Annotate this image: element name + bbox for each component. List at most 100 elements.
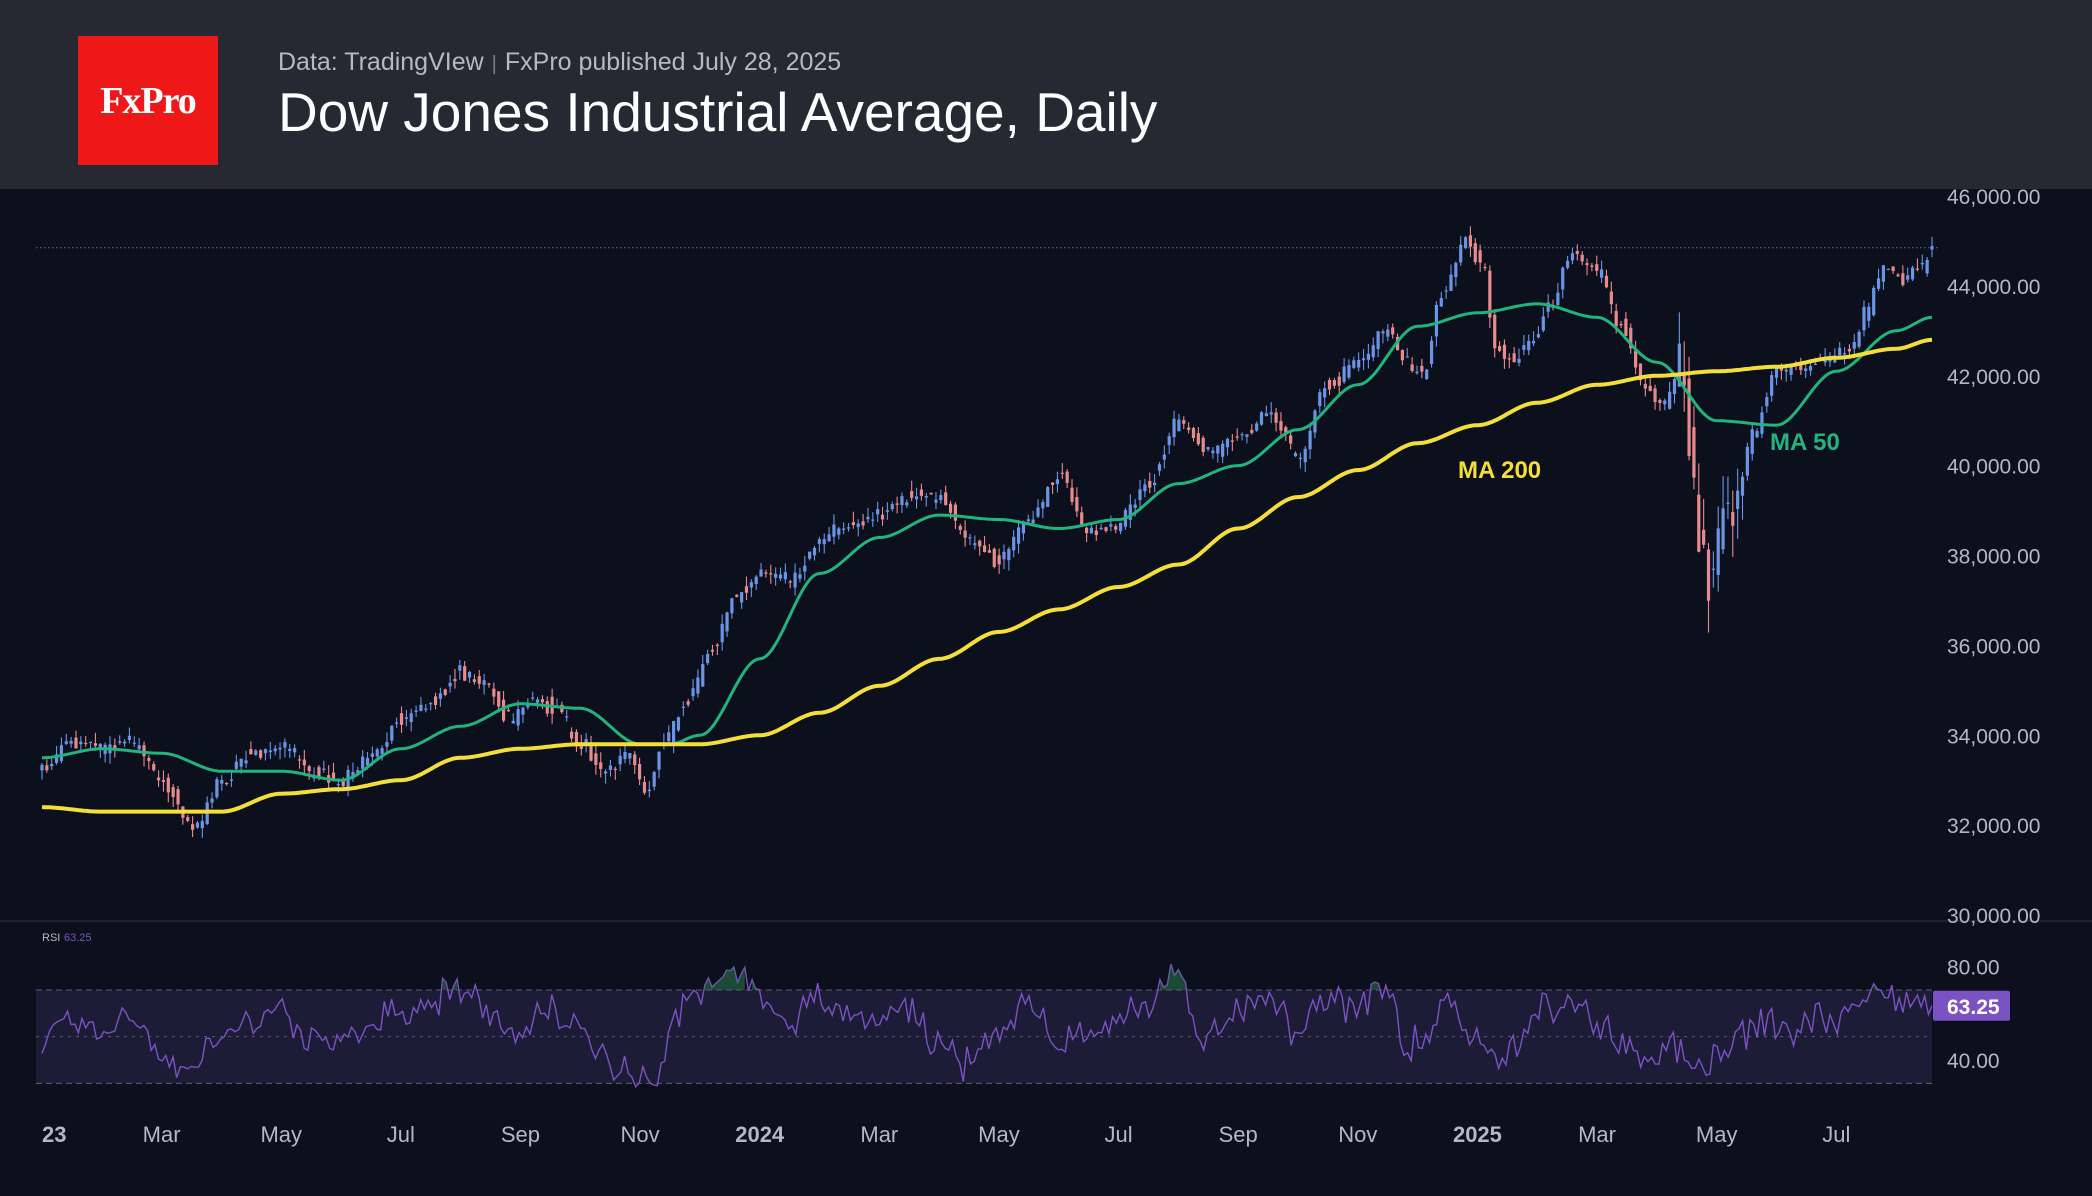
candle-body — [1716, 528, 1720, 575]
candle-body — [618, 755, 622, 765]
candle-body — [497, 691, 501, 707]
candle-body — [249, 749, 253, 755]
candle-body — [1862, 306, 1866, 331]
candle-body — [667, 732, 671, 742]
candle-body — [1415, 371, 1419, 374]
candle-body — [1910, 267, 1915, 280]
candle-body — [730, 598, 734, 614]
candle-body — [424, 708, 428, 710]
candle-body — [1867, 306, 1871, 321]
candle-body — [1643, 383, 1647, 389]
candle-body — [871, 519, 875, 521]
price-panel: MA 200 MA 50 — [36, 226, 1940, 838]
candle-body — [176, 789, 180, 805]
rsi-overbought-fill — [1160, 964, 1186, 990]
time-tick-label: Mar — [1578, 1122, 1616, 1147]
candle-body — [152, 764, 156, 771]
candle-body — [463, 666, 467, 681]
candle-body — [1463, 237, 1468, 249]
time-tick-label: May — [260, 1122, 302, 1147]
candle-body — [1264, 413, 1268, 417]
ma200-line — [41, 337, 1933, 814]
candle-body — [599, 762, 603, 770]
candle-body — [652, 771, 656, 787]
price-tick-label: 36,000.00 — [1947, 635, 2040, 658]
candle-body — [740, 592, 744, 603]
candle-body — [161, 780, 166, 782]
candle-body — [1901, 273, 1905, 286]
candle-body — [59, 745, 64, 761]
candle-body — [764, 572, 768, 574]
candle-body — [657, 751, 661, 770]
candle-body — [1677, 343, 1681, 387]
candle-body — [1245, 434, 1249, 437]
candle-body — [1293, 453, 1298, 457]
candle-body — [195, 822, 200, 828]
candle-body — [997, 555, 1001, 565]
axes: 46,000.00 44,000.00 42,000.00 40,000.00 38,0… — [0, 186, 2092, 1147]
candle-body — [783, 572, 787, 580]
candle-body — [594, 753, 598, 765]
candle-body — [1808, 365, 1813, 371]
candle-body — [210, 798, 214, 803]
candle-body — [1109, 524, 1113, 527]
candle-body — [1153, 482, 1157, 486]
rsi-current-value: 63.25 — [1947, 996, 2000, 1019]
candle-body — [647, 789, 651, 792]
candle-body — [603, 771, 608, 774]
price-tick-label: 38,000.00 — [1947, 546, 2040, 569]
candle-body — [1512, 353, 1516, 363]
candle-body — [395, 722, 399, 724]
rsi-label: RSI — [42, 932, 60, 944]
candle-body — [1391, 327, 1395, 335]
candle-body — [1536, 334, 1541, 338]
candle-body — [511, 720, 515, 724]
candle-body — [1789, 366, 1793, 375]
candle-body — [302, 759, 306, 766]
candles — [40, 226, 1934, 838]
candle-body — [822, 539, 826, 545]
candle-body — [1177, 419, 1181, 432]
candle-body — [1114, 526, 1118, 530]
candle-body — [812, 547, 817, 556]
time-tick-label: May — [978, 1122, 1020, 1147]
time-tick-label: 2024 — [735, 1122, 785, 1147]
candle-body — [1327, 379, 1332, 390]
candle-body — [443, 689, 447, 695]
candle-body — [1055, 479, 1060, 484]
candle-body — [584, 739, 588, 744]
chart-title: Dow Jones Industrial Average, Daily — [278, 81, 1158, 143]
candle-body — [1376, 331, 1380, 349]
candle-body — [880, 514, 885, 520]
time-tick-label: Nov — [621, 1122, 660, 1147]
candle-body — [1799, 362, 1803, 371]
candle-body — [725, 612, 729, 632]
candle-body — [1842, 353, 1847, 355]
candle-body — [579, 744, 583, 749]
candle-body — [1672, 379, 1677, 395]
candle-body — [1342, 366, 1346, 383]
candle-body — [1531, 340, 1536, 344]
candle-body — [84, 742, 88, 745]
candle-body — [1259, 412, 1264, 425]
candle-body — [1483, 266, 1487, 269]
candle-body — [1070, 487, 1074, 502]
candle-body — [531, 697, 535, 699]
separator: | — [491, 53, 497, 75]
candle-body — [1230, 440, 1234, 442]
candle-body — [885, 510, 889, 512]
candle-body — [118, 741, 122, 743]
candle-body — [365, 757, 370, 766]
time-tick-label: Jul — [387, 1122, 415, 1147]
candle-body — [1736, 490, 1740, 509]
candle-body — [429, 703, 433, 705]
candle-body — [861, 521, 865, 526]
candle-body — [1303, 448, 1307, 463]
subtitle: Data: TradingVIew | FxPro published July 2… — [278, 48, 841, 77]
candle-body — [200, 820, 204, 829]
candle-body — [1721, 508, 1725, 550]
candle-body — [1590, 265, 1594, 267]
price-tick-label: 30,000.00 — [1947, 905, 2040, 928]
candle-body — [1128, 504, 1132, 520]
candle-body — [905, 502, 909, 506]
